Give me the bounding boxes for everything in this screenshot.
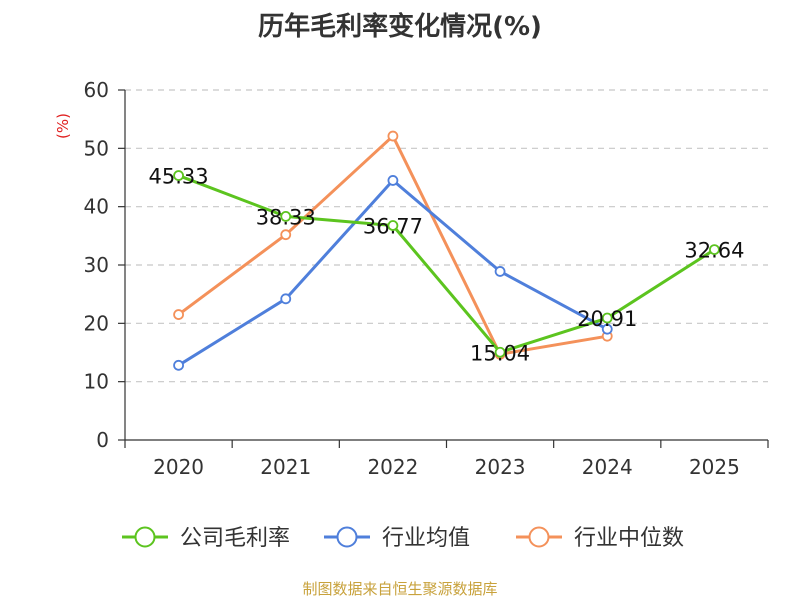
y-tick-label: 50 xyxy=(84,136,109,160)
legend-label-2: 行业中位数 xyxy=(574,526,684,551)
series-point-1 xyxy=(280,293,292,305)
data-label: 20.91 xyxy=(577,307,637,331)
series-point-1 xyxy=(601,323,613,335)
data-label: 15.04 xyxy=(470,341,530,365)
series-point-0 xyxy=(709,244,720,256)
series-point-1 xyxy=(173,359,184,371)
series-point-2 xyxy=(387,130,399,142)
legend-marker-2 xyxy=(528,526,550,548)
legend-label-0: 公司毛利率 xyxy=(180,526,290,551)
x-tick-label: 2020 xyxy=(153,455,204,479)
series-point-2 xyxy=(173,309,184,320)
x-tick-label: 2025 xyxy=(689,455,740,479)
series-point-1 xyxy=(494,266,506,277)
x-tick-label: 2021 xyxy=(260,455,311,479)
series-point-2 xyxy=(280,229,292,241)
x-tick-label: 2024 xyxy=(582,455,633,479)
legend-marker-0 xyxy=(134,526,156,548)
series-point-0 xyxy=(173,170,184,181)
chart-title: 历年毛利率变化情况(%) xyxy=(258,12,542,42)
series-point-1 xyxy=(387,175,399,186)
series-line-0 xyxy=(178,174,716,354)
y-tick-label: 30 xyxy=(84,253,109,277)
x-tick-label: 2023 xyxy=(475,455,526,479)
series-point-0 xyxy=(601,312,613,324)
legend-marker-1 xyxy=(336,526,358,548)
y-tick-label: 60 xyxy=(84,78,109,102)
y-tick-label: 20 xyxy=(84,311,109,335)
series-line-2 xyxy=(177,134,608,356)
data-label: 36.77 xyxy=(363,215,423,239)
legend-label-1: 行业均值 xyxy=(382,526,470,551)
y-axis-unit-label: (%) xyxy=(54,113,72,139)
series-point-0 xyxy=(494,346,506,358)
y-tick-label: 10 xyxy=(84,370,109,394)
y-tick-label: 40 xyxy=(84,195,109,219)
y-tick-label: 0 xyxy=(96,428,109,452)
series-point-0 xyxy=(387,220,399,231)
data-label: 45.33 xyxy=(149,165,209,189)
x-tick-label: 2022 xyxy=(367,455,418,479)
chart-source-note: 制图数据来自恒生聚源数据库 xyxy=(302,580,498,598)
series-point-0 xyxy=(280,211,292,222)
data-label: 38.33 xyxy=(256,205,316,229)
data-label: 32.64 xyxy=(684,239,744,263)
